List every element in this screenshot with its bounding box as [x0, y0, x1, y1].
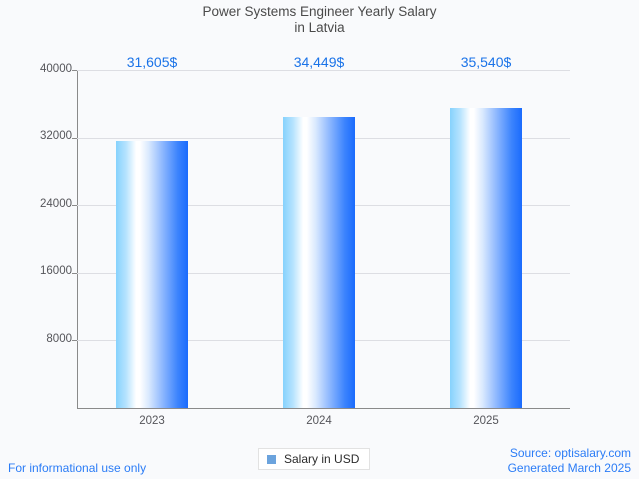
source-block: Source: optisalary.com Generated March 2…	[508, 446, 631, 476]
y-tick-label-8000: 8000	[46, 333, 72, 345]
y-axis-line	[77, 70, 78, 409]
disclaimer-text: For informational use only	[8, 461, 147, 475]
x-tick-label-2024: 2024	[306, 415, 332, 427]
x-axis-line	[77, 408, 570, 409]
source-text: Source: optisalary.com	[509, 446, 631, 460]
generated-date-text: Generated March 2025	[507, 461, 631, 475]
bar-2024[interactable]	[283, 116, 355, 408]
tickmark-24000	[72, 205, 77, 207]
chart-legend[interactable]: Salary in USD	[258, 448, 371, 470]
value-label-2025: 35,540$	[460, 54, 512, 70]
tickmark-8000	[72, 340, 77, 342]
tickmark-40000	[72, 70, 77, 71]
legend-swatch-salary-in-usd	[267, 454, 276, 464]
tickmark-32000	[72, 137, 77, 139]
chart-title: Power Systems Engineer Yearly Salary in …	[202, 4, 437, 35]
bar-2023[interactable]	[116, 140, 188, 408]
y-tick-label-32000: 32000	[40, 130, 72, 142]
y-tick-label-40000: 40000	[40, 63, 72, 75]
tickmark-16000	[72, 272, 77, 274]
legend-label-salary-in-usd: Salary in USD	[284, 452, 360, 466]
y-tick-label-16000: 16000	[40, 265, 72, 277]
value-label-2023: 31,605$	[126, 54, 178, 70]
y-tick-label-24000: 24000	[40, 198, 72, 210]
value-label-2024: 34,449$	[293, 54, 345, 70]
x-tick-label-2025: 2025	[473, 415, 499, 427]
x-tick-label-2023: 2023	[139, 415, 165, 427]
bar-2025[interactable]	[450, 107, 522, 408]
gridline-40000	[77, 70, 570, 71]
plot-area	[72, 70, 570, 408]
